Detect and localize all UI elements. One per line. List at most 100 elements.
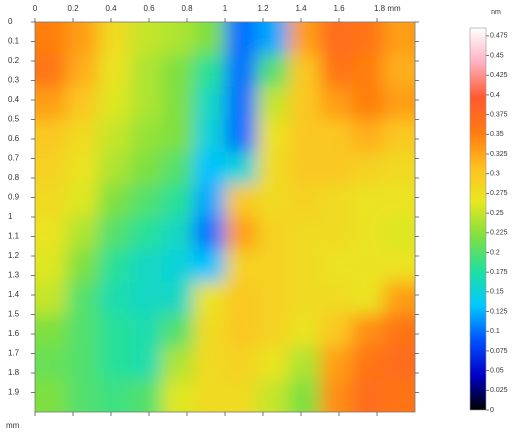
heat-cell	[193, 347, 226, 380]
heat-cell	[383, 119, 415, 153]
heat-cell	[383, 314, 415, 348]
heat-cell	[130, 152, 163, 185]
x-tick-label: 1.8 mm	[374, 4, 401, 13]
y-tick-label: 0.6	[8, 134, 20, 143]
heat-cell	[288, 217, 321, 250]
heat-cell	[35, 119, 68, 153]
heat-cell	[66, 152, 99, 185]
heat-cell	[383, 347, 415, 380]
colorbar-tick-label: 0.35	[490, 131, 504, 138]
heat-cell	[256, 54, 289, 88]
y-tick-label: 0.8	[8, 173, 20, 182]
heat-cell	[320, 379, 353, 412]
heat-cell	[130, 217, 163, 250]
heat-cell	[98, 22, 131, 55]
y-tick-label: 1	[8, 212, 13, 221]
heat-cell	[161, 87, 194, 120]
heat-cell	[256, 22, 289, 55]
heat-cell	[35, 184, 68, 218]
colorbar-tick-label: 0.125	[490, 308, 508, 315]
heat-cell	[351, 347, 384, 380]
y-tick-label: 0.4	[8, 95, 20, 104]
x-tick-label: 0.4	[105, 4, 117, 13]
heat-cell	[161, 379, 194, 412]
colorbar	[469, 27, 487, 411]
y-tick-label: 1.6	[8, 329, 20, 338]
heat-cell	[351, 249, 384, 283]
heat-cell	[35, 282, 68, 315]
heatmap	[35, 22, 415, 412]
x-tick-label: 1	[223, 4, 228, 13]
heat-cell	[225, 249, 258, 283]
heat-cell	[66, 22, 99, 55]
colorbar-tick-label: 0.45	[490, 52, 504, 59]
y-tick-label: 0.1	[8, 37, 20, 46]
heat-cell	[225, 152, 258, 185]
heat-cell	[130, 379, 163, 412]
heat-cell	[256, 249, 289, 283]
heat-cell	[256, 347, 289, 380]
heat-cell	[130, 119, 163, 153]
heat-cell	[256, 184, 289, 218]
x-tick-label: 1.6	[333, 4, 345, 13]
heat-cell	[130, 282, 163, 315]
heat-cell	[320, 314, 353, 348]
x-tick-label: 0	[33, 4, 38, 13]
heat-cell	[288, 249, 321, 283]
x-tick-label: 1.4	[295, 4, 307, 13]
colorbar-tick-label: 0.4	[490, 92, 500, 99]
heat-cell	[98, 282, 131, 315]
heat-cell	[98, 152, 131, 185]
heat-cell	[98, 217, 131, 250]
y-tick-label: 0	[8, 17, 13, 26]
heat-cell	[66, 184, 99, 218]
colorbar-label: nm	[491, 9, 501, 16]
heat-cell	[193, 22, 226, 55]
heat-cell	[320, 347, 353, 380]
heat-cell	[161, 152, 194, 185]
heat-cell	[98, 314, 131, 348]
heat-cell	[288, 152, 321, 185]
colorbar-tick-label: 0.1	[490, 328, 500, 335]
heat-cell	[130, 22, 163, 55]
y-axis-label: mm	[6, 421, 20, 430]
heat-cell	[383, 249, 415, 283]
heat-cell	[320, 249, 353, 283]
colorbar-tick-label: 0.15	[490, 289, 504, 296]
heat-cell	[256, 282, 289, 315]
colorbar-tick-label: 0.025	[490, 387, 508, 394]
heat-cell	[225, 184, 258, 218]
heat-cell	[98, 184, 131, 218]
heat-cell	[35, 217, 68, 250]
heat-cell	[66, 119, 99, 153]
heat-cell	[98, 249, 131, 283]
colorbar-tick-label: 0.225	[490, 230, 508, 237]
heat-cell	[66, 87, 99, 120]
heat-cell	[161, 282, 194, 315]
heat-cell	[320, 282, 353, 315]
heat-cell	[35, 152, 68, 185]
heat-cell	[256, 379, 289, 412]
y-tick-label: 0.3	[8, 76, 20, 85]
colorbar-tick-label: 0.05	[490, 367, 504, 374]
heat-cell	[288, 119, 321, 153]
y-tick-label: 0.2	[8, 56, 20, 65]
heat-cell	[288, 282, 321, 315]
y-tick-label: 1.2	[8, 251, 20, 260]
heat-cell	[193, 54, 226, 88]
heat-cell	[383, 282, 415, 315]
colorbar-tick-label: 0.3	[490, 171, 500, 178]
heat-cell	[225, 282, 258, 315]
y-tick-label: 1.3	[8, 271, 20, 280]
colorbar-tick-label: 0.425	[490, 72, 508, 79]
heat-cell	[320, 87, 353, 120]
heat-cell	[193, 249, 226, 283]
heat-cell	[130, 184, 163, 218]
heat-cell	[35, 379, 68, 412]
heat-cell	[66, 347, 99, 380]
heat-cell	[256, 152, 289, 185]
y-tick-label: 0.5	[8, 115, 20, 124]
heat-cell	[256, 87, 289, 120]
colorbar-tick-label: 0.2	[490, 249, 500, 256]
